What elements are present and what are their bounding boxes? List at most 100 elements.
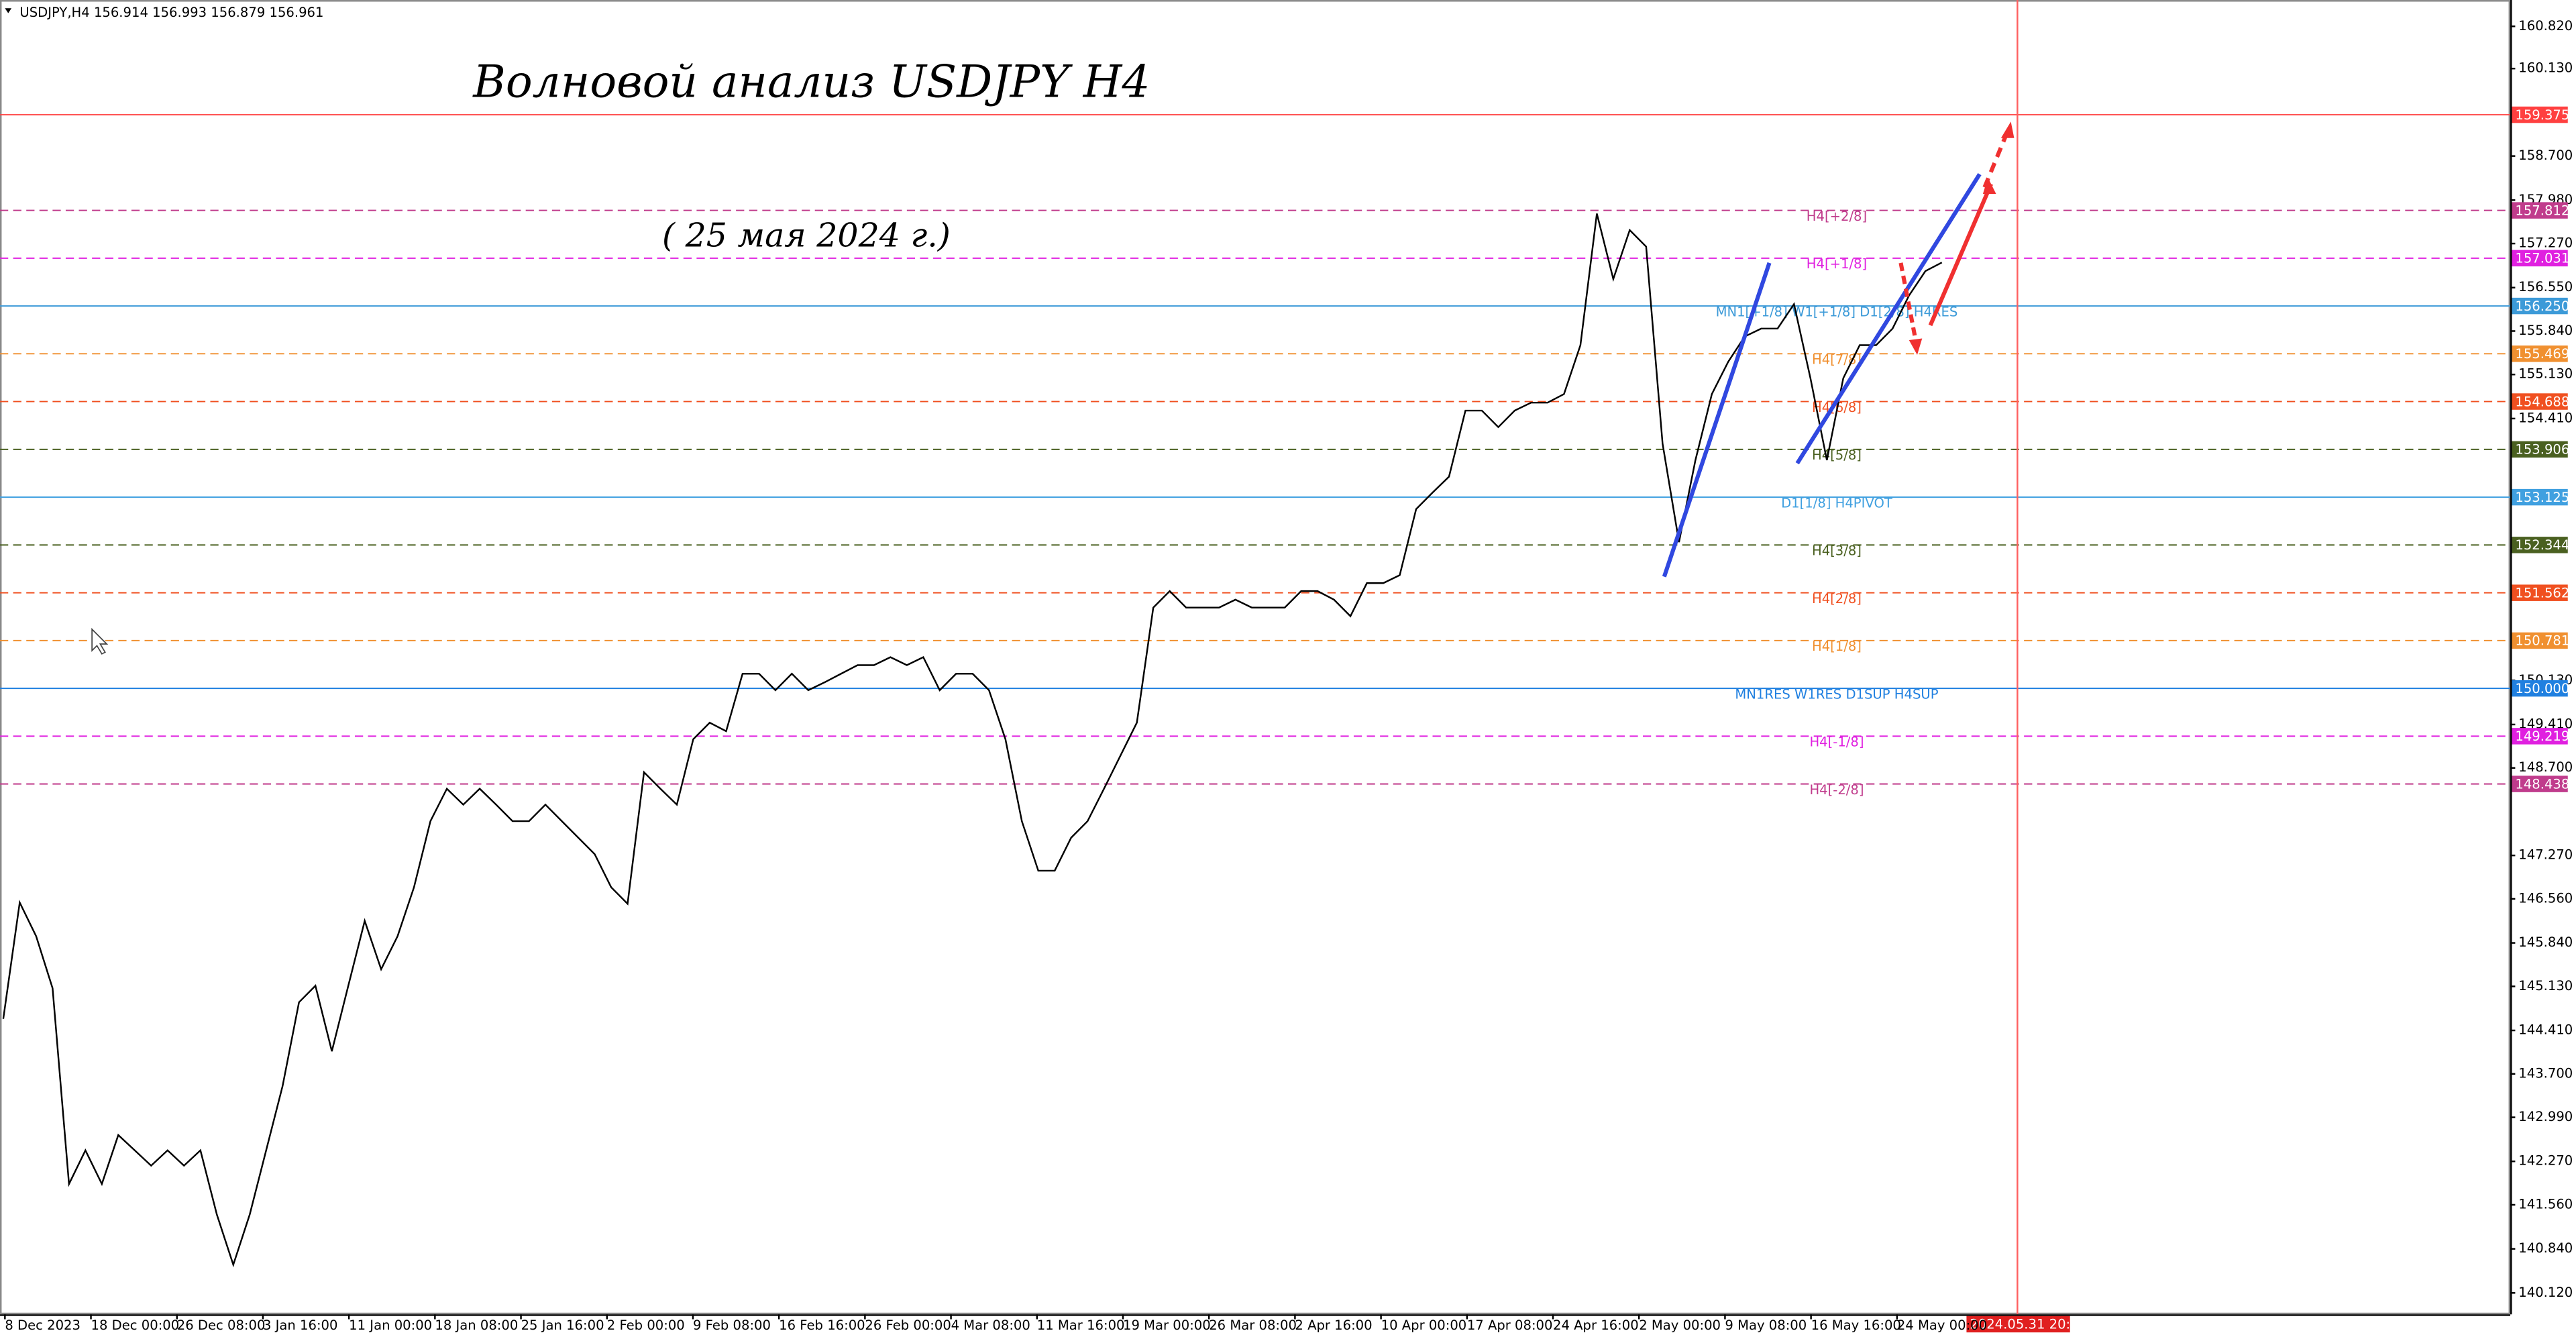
y-tick-label: 160.820 [2518, 18, 2573, 34]
price-line [2, 213, 1943, 1268]
y-tick-label: 142.990 [2518, 1109, 2573, 1124]
y-tick-label: 160.130 [2518, 60, 2573, 76]
price-label-box [2512, 106, 2568, 123]
y-tick-label: 141.560 [2518, 1196, 2573, 1212]
x-tick-label: 8 Dec 2023 [5, 1318, 80, 1333]
cursor [91, 627, 109, 655]
x-tick-label: 25 Jan 16:00 [521, 1318, 604, 1333]
wave-line [1662, 262, 1772, 578]
level-text: H4[7/8] [1812, 352, 1862, 368]
x-tick-label: 10 Apr 00:00 [1381, 1318, 1467, 1333]
plot [2, 213, 1943, 1268]
x-tick-label: 4 Mar 08:00 [951, 1318, 1030, 1333]
price-label: 154.688 [2515, 394, 2569, 409]
price-label-box [2512, 441, 2568, 458]
x-tick-label: 9 Feb 08:00 [693, 1318, 771, 1333]
price-label: 159.375 [2515, 107, 2569, 123]
level-text: D1[1/8] H4PIVOT [1781, 495, 1893, 511]
y-tick-label: 145.840 [2518, 934, 2573, 950]
y-tick-label: 146.560 [2518, 890, 2573, 906]
level-text: H4[2/8] [1812, 591, 1862, 606]
x-tick-label: 11 Jan 00:00 [349, 1318, 432, 1333]
x-tick-label: 18 Jan 08:00 [435, 1318, 518, 1333]
time-label: 2024.05.31 20:00 [1970, 1317, 2087, 1332]
price-label: 150.781 [2515, 633, 2569, 649]
price-label-box [2512, 775, 2568, 792]
plot-frame [0, 0, 2511, 1315]
x-tick-label: 19 Mar 00:00 [1123, 1318, 1211, 1333]
price-label-box [2512, 202, 2568, 219]
price-label: 157.031 [2515, 251, 2569, 266]
arrow-head [1909, 121, 2015, 356]
price-label: 152.344 [2515, 537, 2569, 553]
price-label: 148.438 [2515, 776, 2569, 792]
chart-title: Волновой анализ USDJPY H4 [472, 56, 1150, 107]
y-tick-label: 140.840 [2518, 1240, 2573, 1256]
level-text: H4[+1/8] [1807, 256, 1867, 272]
price-label: 150.000 [2515, 681, 2569, 696]
price-label-box [2512, 632, 2568, 649]
price-label-box [2512, 584, 2568, 601]
y-tick-label: 154.410 [2518, 410, 2573, 425]
forecast-arrow [1982, 130, 2010, 189]
level-text: MN1RES W1RES D1SUP H4SUP [1735, 686, 1938, 702]
forecast-arrow [1898, 262, 1919, 349]
x-tick-label: 17 Apr 08:00 [1467, 1318, 1553, 1333]
header: USDJPY,H4 156.914 156.993 156.879 156.96… [19, 5, 323, 20]
x-tick-label: 3 Jan 16:00 [263, 1318, 338, 1333]
levels: H4[+2/8]H4[+1/8]MN1[+1/8] W1[+1/8] D1[2/… [0, 114, 2511, 798]
price-label: 157.812 [2515, 203, 2569, 218]
y-tick-label: 149.410 [2518, 716, 2573, 731]
level-text: H4[3/8] [1812, 543, 1862, 559]
x-tick-label: 9 May 08:00 [1725, 1318, 1807, 1333]
x-tick-label: 11 Mar 16:00 [1037, 1318, 1125, 1333]
price-label: 155.469 [2515, 346, 2569, 362]
price-label: 151.562 [2515, 585, 2569, 600]
x-tick-label: 24 Apr 16:00 [1553, 1318, 1639, 1333]
x-tick-label: 2 May 00:00 [1639, 1318, 1721, 1333]
x-tick-label: 26 Dec 08:00 [177, 1318, 266, 1333]
y-tick-label: 155.130 [2518, 366, 2573, 382]
x-tick-label: 18 Dec 00:00 [91, 1318, 180, 1333]
level-text: H4[5/8] [1812, 447, 1862, 463]
price-label-box [2512, 537, 2568, 553]
y-tick-label: 148.700 [2518, 759, 2573, 775]
y-tick-label: 147.270 [2518, 847, 2573, 863]
price-label: 153.906 [2515, 442, 2569, 458]
price-label: 149.219 [2515, 729, 2569, 744]
time-label-box [1966, 1316, 2070, 1333]
x-tick-label: 2 Apr 16:00 [1295, 1318, 1372, 1333]
price-label: 156.250 [2515, 299, 2569, 314]
level-text: H4[+2/8] [1807, 209, 1867, 224]
y-tick-label: 156.550 [2518, 279, 2573, 294]
x-tick-label: 24 May 00:00 [1897, 1318, 1987, 1333]
price-label-box [2512, 297, 2568, 315]
price-label-box [2512, 488, 2568, 506]
x-tick-label: 2 Feb 00:00 [607, 1318, 685, 1333]
y-tick-label: 140.120 [2518, 1285, 2573, 1300]
level-text: H4[-1/8] [1809, 735, 1864, 750]
price-label-box [2512, 250, 2568, 267]
y-tick-label: 155.840 [2518, 323, 2573, 338]
price-label: 153.125 [2515, 490, 2569, 505]
level-text: H4[-2/8] [1809, 782, 1864, 798]
price-label-box [2512, 680, 2568, 697]
x-tick-label: 26 Feb 00:00 [865, 1318, 951, 1333]
wave-line [1795, 172, 1982, 465]
y-tick-label: 143.700 [2518, 1065, 2573, 1081]
y-tick-label: 144.410 [2518, 1022, 2573, 1038]
price-label-box [2512, 393, 2568, 410]
price-label-box [2512, 728, 2568, 745]
y-tick-label: 142.270 [2518, 1153, 2573, 1169]
level-text: H4[1/8] [1812, 639, 1862, 654]
y-tick-label: 145.130 [2518, 978, 2573, 994]
header-arrow [5, 8, 12, 13]
x-tick-label: 16 Feb 16:00 [779, 1318, 865, 1333]
x-tick-label: 16 May 16:00 [1811, 1318, 1901, 1333]
price-label-box [2512, 345, 2568, 362]
x-tick-label: 26 Mar 08:00 [1209, 1318, 1297, 1333]
